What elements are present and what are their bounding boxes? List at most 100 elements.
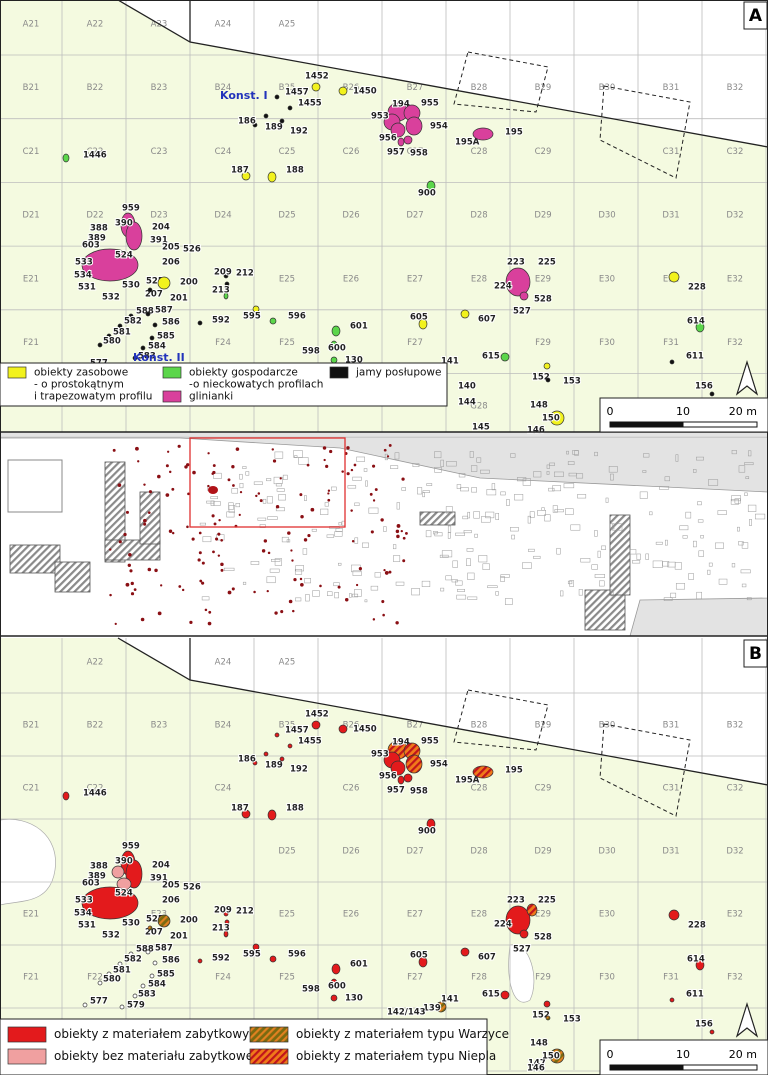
trace [422,490,430,493]
dashed-plot [453,51,549,113]
grid-label: E25 [279,274,295,284]
trace [467,596,478,600]
feature-shape [81,886,139,920]
feature-label: 224 [494,282,512,292]
grid-label: C26 [343,147,360,157]
trace [354,502,360,506]
trace [226,511,235,518]
trace [601,545,606,550]
grid-label: B29 [535,83,552,93]
grid-label: B21 [23,721,40,731]
feature-label: 209 [214,268,232,278]
building [54,561,91,593]
find-dot [327,492,330,495]
feature-label: 528 [534,295,552,305]
feature-label: 527 [513,945,531,955]
panel-letter-box [743,1,768,30]
grid-label: D25 [278,847,295,857]
scale-label: 10 [676,405,690,418]
trace [554,471,564,477]
trace [426,483,433,486]
find-dot [290,549,293,552]
trace [665,539,668,546]
trace [659,486,670,490]
trace [471,487,477,493]
scale-label: 0 [607,405,614,418]
feature-shape [117,323,123,329]
feature-label: 532 [102,293,120,303]
trace [529,511,535,518]
grid-label: C31 [663,147,680,157]
grid-label: E28 [471,274,487,284]
find-dot [319,584,322,588]
feature-label: 200 [180,916,198,926]
feature-label: 592 [212,954,230,964]
feature-shape [149,335,155,341]
trace [610,589,614,597]
legend-swatch [162,366,182,379]
trace [327,591,333,596]
find-dot [351,540,355,543]
dashed-plot [599,723,691,817]
grid-label: B26 [343,721,360,731]
find-dot [346,446,350,450]
trace [452,560,458,568]
trace [652,560,663,568]
find-dot [220,568,224,572]
feature-label: 390 [115,219,133,229]
feature-label: 615 [482,352,500,362]
feature-label: 1450 [353,725,377,735]
trace [266,478,272,482]
trace [533,555,541,559]
feature-label: 959 [122,204,140,214]
trace [577,494,587,499]
trace [487,585,498,589]
find-dot [133,588,137,591]
grid-label: B29 [535,721,552,731]
trace [223,567,235,571]
trace [643,453,650,458]
trace [365,480,368,487]
find-dot [327,498,331,502]
feature-label: 615 [482,990,500,1000]
legend-swatch [7,1026,47,1043]
find-dot [184,465,188,469]
trace [213,472,222,479]
find-dot [353,463,357,467]
feature-label: 206 [162,258,180,268]
grid-label: B25 [279,721,296,731]
trace [516,477,527,482]
feature-label: 145 [472,423,490,433]
find-dot [118,540,122,544]
feature-label: 954 [430,760,448,770]
feature-shape [403,135,413,145]
feature-label: 614 [687,317,705,327]
find-dot [140,617,145,622]
find-dot [325,464,329,468]
trace [338,562,342,566]
trace [485,511,495,519]
feature-label: 526 [183,245,201,255]
feature-label: 601 [350,322,368,332]
trace [731,563,736,568]
trace [352,593,359,598]
trace [445,575,452,581]
trace [352,476,362,481]
grid-label: C32 [727,147,744,157]
legend-text: obiekty z materiałem typu Niepla [296,1049,496,1063]
feature-label: 534 [74,271,92,281]
find-dot [405,531,408,535]
grid-label: A22 [87,20,104,30]
find-dot [218,518,221,522]
feature-shape [106,333,112,339]
find-dot [299,493,303,497]
trace [527,515,531,524]
feature-label: 156 [695,1020,713,1030]
find-dot [143,522,147,526]
find-dot [395,529,400,534]
feature-label: 587 [155,306,173,316]
find-dot [207,452,210,455]
trace [466,548,474,552]
feature-label: 530 [122,919,140,929]
planned-area [453,51,691,817]
